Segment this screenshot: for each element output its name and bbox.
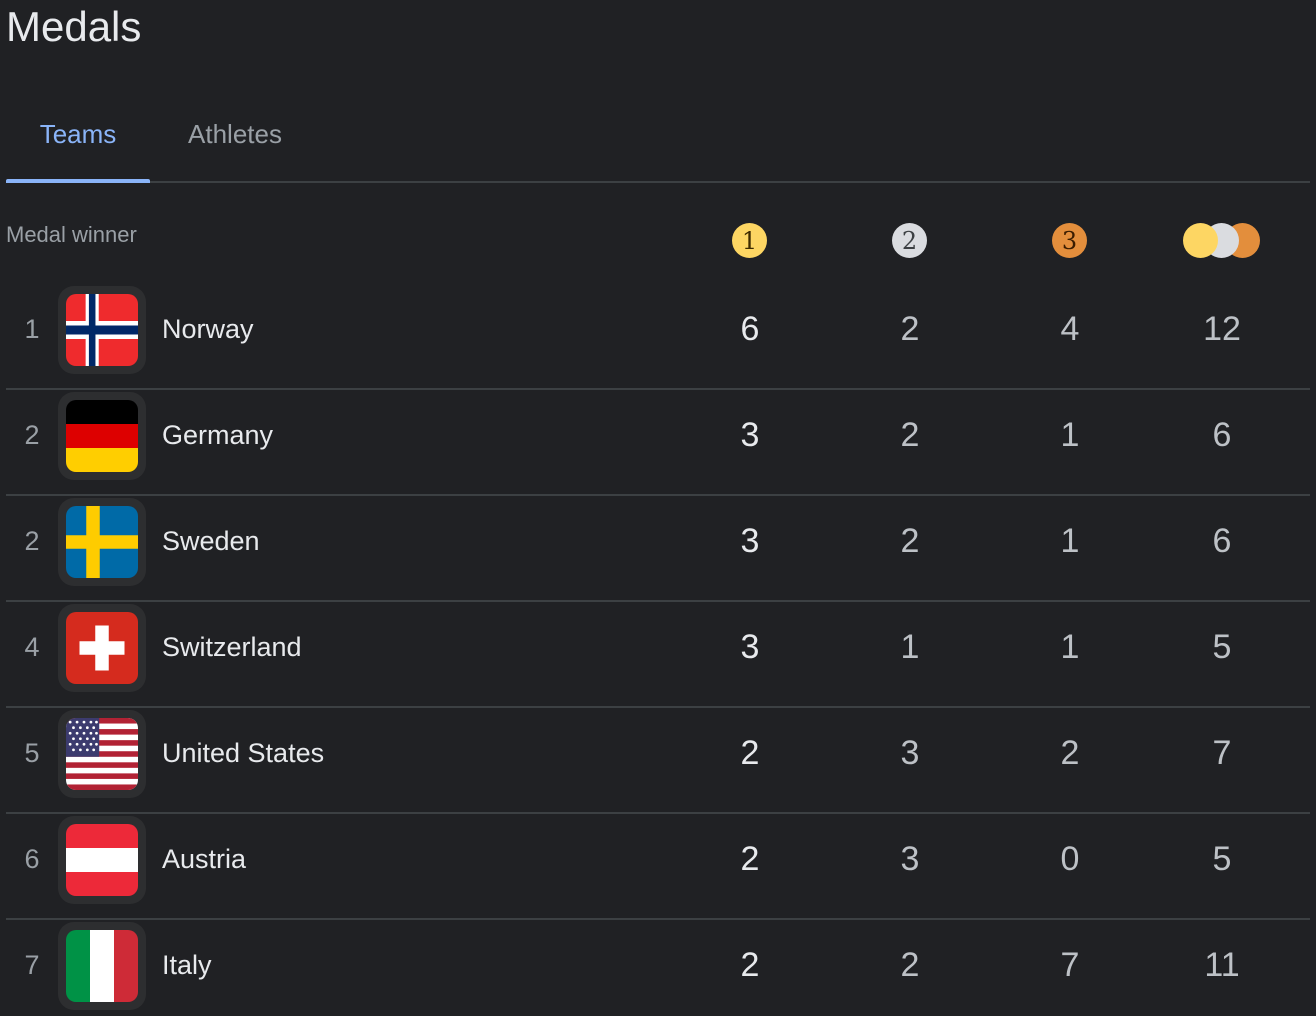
austria-flag-icon xyxy=(58,816,146,904)
rank: 4 xyxy=(24,632,40,662)
rank: 7 xyxy=(24,950,40,980)
silver-medal-icon: 2 xyxy=(892,223,927,258)
gold-count: 2 xyxy=(740,734,760,772)
rank: 2 xyxy=(24,420,40,450)
bronze-count: 7 xyxy=(1060,946,1080,984)
italy-flag-icon xyxy=(58,922,146,1010)
total-medals-icon xyxy=(1183,223,1261,258)
rank: 1 xyxy=(24,314,40,344)
bronze-count: 4 xyxy=(1060,310,1080,348)
silver-count: 1 xyxy=(900,628,920,666)
silver-count: 3 xyxy=(900,734,920,772)
page-title: Medals xyxy=(6,3,142,50)
country-name[interactable]: Norway xyxy=(162,314,254,344)
rank: 5 xyxy=(24,738,40,768)
bronze-count: 1 xyxy=(1060,416,1080,454)
silver-count: 3 xyxy=(900,840,920,878)
gold-count: 2 xyxy=(740,840,760,878)
bronze-count: 1 xyxy=(1060,522,1080,560)
silver-count: 2 xyxy=(900,522,920,560)
rank: 2 xyxy=(24,526,40,556)
gold-count: 3 xyxy=(740,628,760,666)
bronze-count: 0 xyxy=(1060,840,1080,878)
bronze-count: 1 xyxy=(1060,628,1080,666)
total-count: 12 xyxy=(1203,310,1241,348)
silver-count: 2 xyxy=(900,416,920,454)
country-name[interactable]: Sweden xyxy=(162,526,260,556)
norway-flag-icon xyxy=(58,286,146,374)
total-count: 5 xyxy=(1212,628,1232,666)
silver-count: 2 xyxy=(900,310,920,348)
tab-athletes[interactable]: Athletes xyxy=(188,119,282,149)
country-name[interactable]: Germany xyxy=(162,420,274,450)
switzerland-flag-icon xyxy=(58,604,146,692)
table-row[interactable]: 1 Norway 6 2 4 12 xyxy=(6,284,1310,390)
bronze-medal-icon: 3 xyxy=(1052,223,1087,258)
table-row[interactable]: 7 Italy 2 2 7 11 xyxy=(6,920,1310,1016)
gold-medal-icon: 1 xyxy=(732,223,767,258)
table-row[interactable]: 4 Switzerland 3 1 1 5 xyxy=(6,602,1310,708)
tab-bar: Teams Athletes xyxy=(6,102,1310,183)
bronze-count: 2 xyxy=(1060,734,1080,772)
table-row[interactable]: 2 Sweden 3 2 1 6 xyxy=(6,496,1310,602)
gold-count: 6 xyxy=(740,310,760,348)
country-name[interactable]: Switzerland xyxy=(162,632,302,662)
total-count: 7 xyxy=(1212,734,1232,772)
total-count: 11 xyxy=(1204,946,1240,984)
total-count: 5 xyxy=(1212,840,1232,878)
country-name[interactable]: United States xyxy=(162,738,325,768)
country-name[interactable]: Italy xyxy=(162,950,212,980)
table-row[interactable]: 5 Unite xyxy=(6,708,1310,814)
table-row[interactable]: 2 Germany 3 2 1 6 xyxy=(6,390,1310,496)
medal-winner-header: Medal winner xyxy=(6,222,137,247)
germany-flag-icon xyxy=(58,392,146,480)
silver-count: 2 xyxy=(900,946,920,984)
rank: 6 xyxy=(24,844,40,874)
gold-count: 3 xyxy=(740,522,760,560)
tab-teams[interactable]: Teams xyxy=(6,102,150,183)
united-states-flag-icon xyxy=(58,710,146,798)
table-row[interactable]: 6 Austria 2 3 0 5 xyxy=(6,814,1310,920)
gold-count: 2 xyxy=(740,946,760,984)
total-count: 6 xyxy=(1212,416,1232,454)
country-name[interactable]: Austria xyxy=(162,844,247,874)
sweden-flag-icon xyxy=(58,498,146,586)
total-count: 6 xyxy=(1212,522,1232,560)
gold-count: 3 xyxy=(740,416,760,454)
